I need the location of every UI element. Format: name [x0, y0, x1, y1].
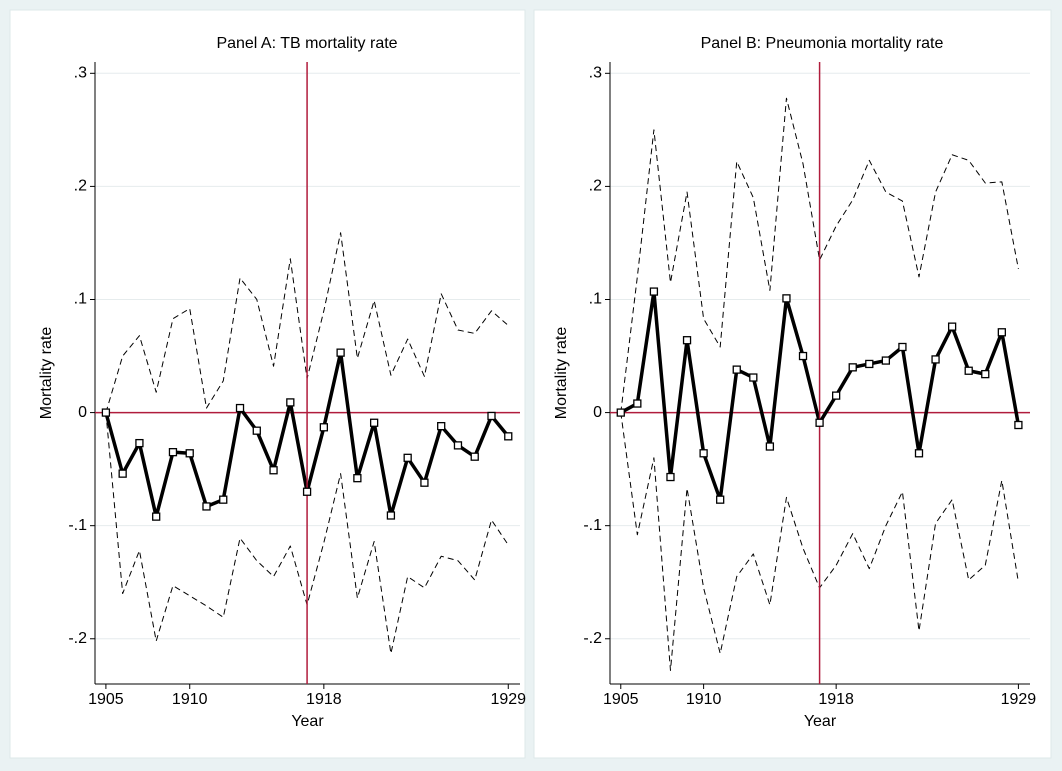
- point-marker: [286, 398, 295, 407]
- point-marker: [101, 408, 111, 417]
- point-marker: [997, 328, 1006, 337]
- point-marker: [749, 373, 758, 382]
- point-marker: [437, 422, 446, 431]
- point-marker: [319, 423, 328, 432]
- point-marker: [504, 432, 513, 441]
- y-tick-label: .2: [74, 178, 87, 195]
- y-tick-label: .2: [589, 178, 602, 195]
- point-marker: [832, 391, 841, 400]
- point-marker: [470, 452, 479, 461]
- panel-a-frame: [9, 9, 526, 759]
- point-marker: [782, 294, 791, 303]
- point-marker: [403, 453, 412, 462]
- y-axis-label: Mortality rate: [38, 327, 55, 420]
- x-tick-label: 1929: [1001, 691, 1037, 708]
- point-marker: [269, 466, 278, 475]
- point-marker: [168, 448, 178, 457]
- point-marker: [386, 511, 396, 520]
- point-marker: [202, 502, 211, 511]
- panel-title: Panel A: TB mortality rate: [216, 35, 397, 52]
- x-axis-label: Year: [804, 713, 837, 730]
- point-marker: [135, 438, 144, 448]
- point-marker: [616, 408, 625, 417]
- x-tick-label: 1918: [818, 691, 854, 708]
- y-tick-label: .3: [74, 65, 87, 82]
- y-tick-label: .1: [589, 291, 602, 308]
- point-marker: [914, 449, 924, 458]
- point-marker: [798, 351, 808, 361]
- point-marker: [487, 411, 496, 421]
- point-marker: [185, 449, 194, 458]
- point-marker: [235, 403, 245, 413]
- point-marker: [453, 441, 463, 450]
- x-tick-label: 1918: [306, 691, 342, 708]
- y-tick-label: 0: [78, 404, 87, 421]
- point-marker: [219, 495, 228, 504]
- panel-b-frame: [533, 9, 1052, 759]
- point-marker: [152, 512, 161, 521]
- x-tick-label: 1905: [603, 691, 639, 708]
- point-marker: [118, 469, 127, 478]
- point-marker: [252, 426, 261, 435]
- y-tick-label: -.2: [68, 630, 87, 647]
- point-marker: [369, 418, 379, 427]
- point-marker: [649, 287, 659, 296]
- y-axis-label: Mortality rate: [553, 327, 570, 420]
- point-marker: [732, 365, 741, 374]
- x-axis-label: Year: [291, 713, 324, 730]
- point-marker: [302, 487, 312, 496]
- point-marker: [981, 369, 990, 379]
- y-tick-label: -.1: [583, 517, 602, 534]
- point-marker: [931, 355, 940, 364]
- point-marker: [765, 442, 775, 451]
- point-marker: [716, 495, 725, 504]
- x-tick-label: 1905: [88, 691, 124, 708]
- y-tick-label: -.2: [583, 630, 602, 647]
- x-tick-label: 1910: [172, 691, 208, 708]
- y-tick-label: -.1: [68, 517, 87, 534]
- point-marker: [633, 399, 642, 408]
- point-marker: [898, 342, 907, 352]
- point-marker: [881, 356, 891, 365]
- y-tick-label: 0: [593, 404, 602, 421]
- x-tick-label: 1910: [686, 691, 722, 708]
- ci-line: [620, 97, 1019, 413]
- point-marker: [815, 418, 824, 427]
- y-tick-label: .3: [589, 65, 602, 82]
- point-marker: [336, 348, 345, 357]
- point-marker: [682, 336, 692, 345]
- point-marker: [1014, 420, 1023, 430]
- point-marker: [964, 366, 973, 375]
- point-marker: [666, 472, 675, 482]
- y-tick-label: .1: [74, 291, 87, 308]
- point-marker: [420, 478, 429, 487]
- point-marker: [353, 474, 362, 483]
- point-marker: [947, 322, 957, 331]
- point-marker: [848, 363, 857, 372]
- point-marker: [865, 359, 874, 369]
- panel-title: Panel B: Pneumonia mortality rate: [701, 35, 944, 52]
- point-marker: [699, 449, 708, 458]
- x-tick-label: 1929: [490, 691, 526, 708]
